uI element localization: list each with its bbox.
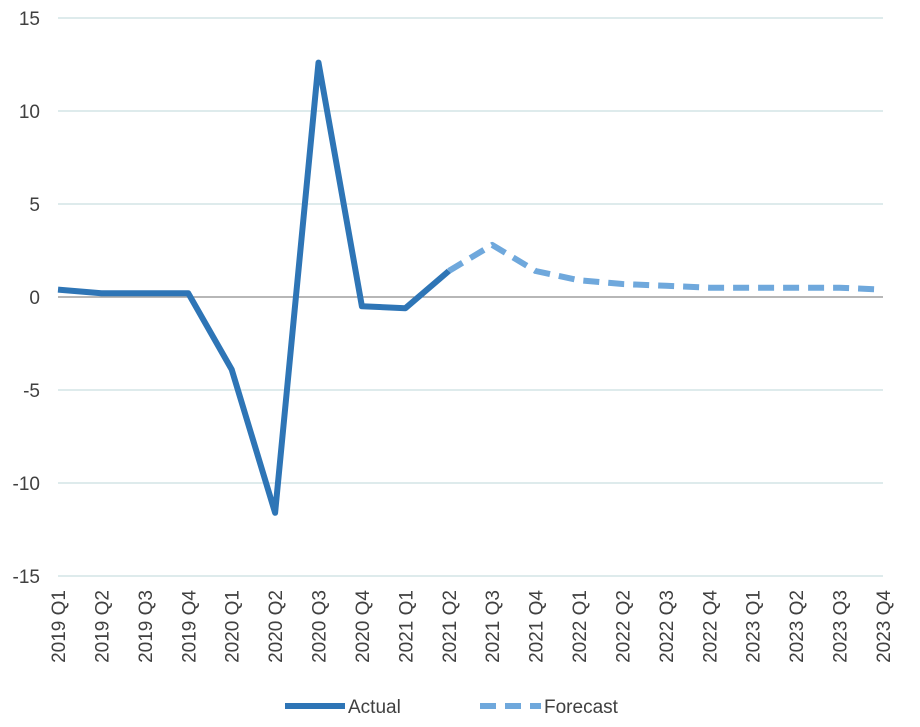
y-tick-label: 5 [29, 195, 40, 216]
y-tick-label: -15 [13, 567, 40, 588]
y-tick-label: -10 [13, 474, 40, 495]
series-layer [57, 59, 884, 516]
x-tick-label: 2022 Q4 [700, 590, 721, 663]
y-tick-label: -5 [23, 381, 40, 402]
series-line-forecast [447, 241, 884, 293]
x-tick-label: 2023 Q4 [874, 590, 895, 663]
y-tick-label: 0 [29, 288, 40, 309]
legend: Actual Forecast [285, 697, 619, 718]
y-tick-label: 10 [19, 102, 40, 123]
x-axis-ticks: 2019 Q1 2019 Q2 2019 Q3 2019 Q4 2020 Q1 2020 … [49, 590, 895, 663]
legend-actual-label: Actual [348, 697, 401, 718]
x-tick-label: 2021 Q4 [527, 590, 548, 663]
x-tick-label: 2020 Q2 [266, 590, 287, 663]
x-tick-label: 2022 Q2 [613, 590, 634, 663]
x-tick-label: 2019 Q4 [179, 590, 200, 663]
x-tick-label: 2023 Q3 [831, 590, 852, 663]
gridlines [58, 17, 883, 577]
x-tick-label: 2019 Q3 [136, 590, 157, 663]
x-tick-label: 2020 Q3 [310, 590, 331, 663]
x-tick-label: 2021 Q3 [483, 590, 504, 663]
x-tick-label: 2023 Q2 [787, 590, 808, 663]
x-tick-label: 2022 Q1 [570, 590, 591, 663]
x-tick-label: 2022 Q3 [657, 590, 678, 663]
x-tick-label: 2019 Q1 [49, 590, 70, 663]
x-tick-label: 2020 Q1 [223, 590, 244, 663]
series-line-actual [57, 59, 451, 516]
x-tick-label: 2023 Q1 [744, 590, 765, 663]
x-tick-label: 2021 Q1 [396, 590, 417, 663]
x-tick-label: 2020 Q4 [353, 590, 374, 663]
x-tick-label: 2019 Q2 [92, 590, 113, 663]
x-tick-label: 2021 Q2 [440, 590, 461, 663]
y-axis-ticks: 15 10 5 0 -5 -10 -15 [13, 9, 40, 588]
legend-forecast-label: Forecast [544, 697, 619, 718]
y-tick-label: 15 [19, 9, 40, 30]
